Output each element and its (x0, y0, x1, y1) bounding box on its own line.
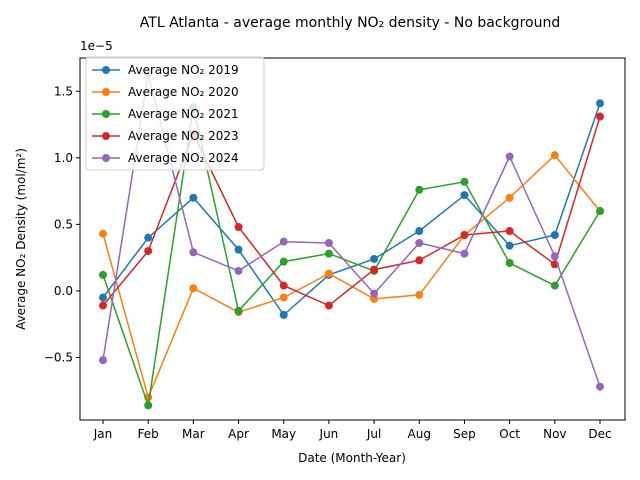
x-tick-label: Dec (588, 427, 611, 441)
data-point (370, 265, 379, 274)
data-point (596, 382, 604, 391)
legend-label: Average NO₂ 2024 (128, 151, 239, 165)
data-point (596, 207, 604, 216)
data-point (99, 293, 107, 302)
legend-box (85, 56, 265, 171)
data-point (189, 284, 198, 293)
y-tick-label: 0.5 (54, 217, 73, 231)
x-tick-label: Aug (408, 427, 431, 441)
data-point (460, 231, 469, 240)
data-point (460, 249, 469, 258)
x-tick-label: Jan (93, 427, 113, 441)
plot-frame (79, 57, 626, 421)
data-point (460, 191, 469, 200)
data-point (324, 249, 333, 258)
data-point (234, 306, 243, 315)
data-point (234, 223, 243, 232)
data-point (144, 233, 153, 242)
data-point (550, 231, 559, 240)
data-point (279, 237, 288, 246)
legend-marker (102, 154, 110, 162)
data-point (234, 245, 243, 254)
x-tick-label: Oct (499, 427, 520, 441)
y-tick-label: −0.5 (44, 350, 73, 364)
data-point (596, 99, 604, 108)
series-line (102, 102, 601, 317)
series-line (102, 154, 601, 400)
axis-layer: Jan Feb Mar Apr May Jun Jul Aug Sep Oct Nov Dec −0.5… (44, 84, 612, 441)
data-point (415, 227, 424, 236)
data-point (460, 177, 469, 186)
data-point (415, 238, 424, 247)
data-point (370, 289, 379, 298)
y-tick-label: 0.0 (54, 284, 73, 298)
y-axis-label: Average NO₂ Density (mol/m²) (14, 148, 28, 330)
x-tick-label: Nov (543, 427, 566, 441)
legend-label: Average NO₂ 2023 (128, 129, 239, 143)
data-point (415, 290, 424, 299)
legend-label: Average NO₂ 2020 (128, 85, 239, 99)
data-point (550, 252, 559, 261)
data-point (505, 258, 514, 267)
series-4 (99, 69, 604, 391)
data-point (99, 356, 107, 365)
x-tick-label: Jun (319, 427, 339, 441)
legend-marker (102, 132, 110, 140)
legend-label: Average NO₂ 2019 (128, 63, 239, 77)
data-point (99, 270, 107, 279)
y-tick-label: 1.5 (54, 84, 73, 98)
data-point (144, 401, 153, 410)
y-offset-label: 1e−5 (80, 39, 113, 53)
legend-marker (102, 66, 110, 74)
data-point (505, 152, 514, 161)
data-point (279, 281, 288, 290)
data-point (99, 229, 107, 238)
x-tick-label: Sep (453, 427, 476, 441)
x-tick-label: May (271, 427, 296, 441)
data-point (415, 256, 424, 265)
data-point (144, 246, 153, 255)
data-point (505, 241, 514, 250)
data-point (324, 301, 333, 310)
x-tick-label: Apr (228, 427, 249, 441)
data-point (596, 112, 604, 121)
data-point (99, 301, 107, 310)
chart-title: ATL Atlanta - average monthly NO₂ densit… (140, 15, 560, 31)
data-point (370, 254, 379, 263)
data-point (550, 281, 559, 290)
legend-marker (102, 110, 110, 118)
x-tick-label: Jul (366, 427, 381, 441)
data-point (189, 193, 198, 202)
data-point (279, 257, 288, 266)
legend-label: Average NO₂ 2021 (128, 107, 239, 121)
data-point (505, 227, 514, 236)
y-tick-label: 1.0 (54, 151, 73, 165)
x-axis-label: Date (Month-Year) (298, 451, 406, 465)
data-point (279, 293, 288, 302)
legend-marker (102, 88, 110, 96)
x-tick-label: Mar (182, 427, 205, 441)
data-point (415, 185, 424, 194)
data-point (324, 238, 333, 247)
data-point (550, 151, 559, 160)
series-line (102, 73, 601, 387)
data-point (279, 310, 288, 319)
data-point (505, 193, 514, 202)
x-tick-label: Feb (138, 427, 159, 441)
legend: Average NO₂ 2019 Average NO₂ 2020 Average … (85, 56, 265, 171)
data-point (234, 266, 243, 275)
data-point (324, 269, 333, 278)
data-point (189, 248, 198, 257)
